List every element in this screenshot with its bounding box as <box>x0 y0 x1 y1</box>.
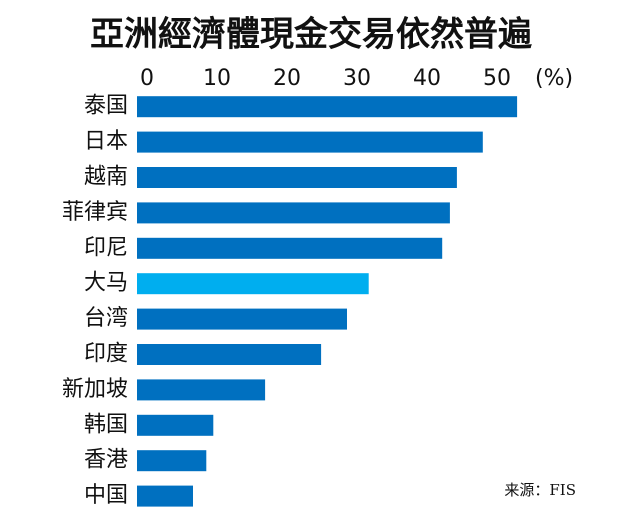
y-tick-label: 越南 <box>84 165 128 190</box>
bar <box>137 485 193 507</box>
y-tick-label: 中国 <box>84 483 128 508</box>
bar <box>137 131 483 153</box>
source: 来源：FIS <box>504 481 576 499</box>
y-tick-label: 大马 <box>84 271 128 296</box>
bar <box>137 96 518 118</box>
chart-title: 亞洲經濟體現金交易依然普遍 <box>90 15 532 55</box>
y-tick-label: 香港 <box>84 448 128 473</box>
bar <box>137 379 266 401</box>
y-tick-label: 日本 <box>84 129 128 154</box>
y-tick-label: 印度 <box>84 342 128 367</box>
x-tick-label: 40 <box>413 66 441 91</box>
x-tick-label: 10 <box>203 66 231 91</box>
bar <box>137 344 322 365</box>
x-tick-label: 20 <box>273 66 301 91</box>
x-tick-label: 0 <box>140 66 154 91</box>
y-tick-label: 台湾 <box>84 306 128 331</box>
x-axis-label: (%) <box>535 66 573 91</box>
bar <box>137 414 214 436</box>
bar <box>137 273 369 295</box>
y-tick-label: 泰国 <box>84 94 128 119</box>
x-tick-label: 30 <box>343 66 371 91</box>
x-tick-label: 50 <box>483 66 511 91</box>
bar <box>137 450 207 472</box>
y-tick-label: 菲律宾 <box>62 200 128 225</box>
bar <box>137 308 347 330</box>
y-tick-label: 韩国 <box>84 412 128 437</box>
bar <box>137 167 457 188</box>
bar <box>137 202 450 224</box>
y-tick-label: 印尼 <box>84 235 128 260</box>
y-tick-label: 新加坡 <box>62 377 128 402</box>
bar <box>137 237 443 259</box>
